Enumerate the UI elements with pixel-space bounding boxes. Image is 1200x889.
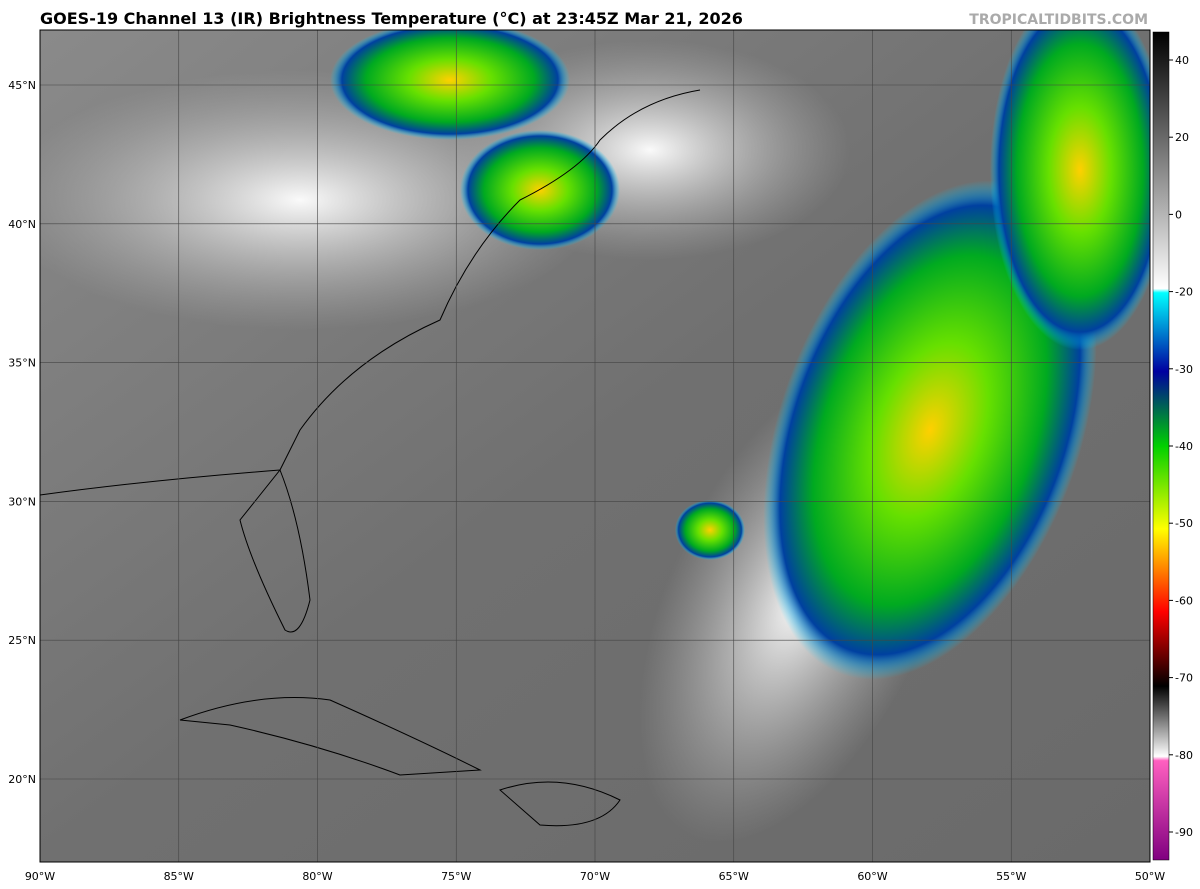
lon-label: 90°W (25, 870, 55, 883)
colorbar-tick-label: -90 (1175, 826, 1193, 839)
lat-label: 25°N (8, 634, 36, 647)
title: GOES-19 Channel 13 (IR) Brightness Tempe… (40, 9, 743, 28)
colorbar-tick-label: -80 (1175, 749, 1193, 762)
colorbar-tick-label: 40 (1175, 54, 1189, 67)
lat-label: 45°N (8, 79, 36, 92)
lat-label: 30°N (8, 495, 36, 508)
satellite-image (40, 30, 1150, 862)
colorbar-tick-label: -50 (1175, 517, 1193, 530)
colorbar-tick-label: -40 (1175, 440, 1193, 453)
lon-label: 60°W (857, 870, 887, 883)
map-frame (39, 29, 1151, 863)
lon-label: 75°W (441, 870, 471, 883)
lon-label: 80°W (302, 870, 332, 883)
colorbar-tick-label: -20 (1175, 286, 1193, 299)
lon-label: 55°W (996, 870, 1026, 883)
colorbar-tick-label: 20 (1175, 131, 1189, 144)
colorbar-tick-label: 0 (1175, 208, 1182, 221)
lat-label: 40°N (8, 218, 36, 231)
colorbar-tick-label: -30 (1175, 363, 1193, 376)
colorbar-tick-label: -60 (1175, 594, 1193, 607)
credit: TROPICALTIDBITS.COM (969, 12, 1148, 28)
lon-label: 65°W (719, 870, 749, 883)
colorbar (1152, 31, 1170, 861)
lat-label: 35°N (8, 357, 36, 370)
lat-label: 20°N (8, 773, 36, 786)
colorbar-tick-label: -70 (1175, 672, 1193, 685)
lon-label: 70°W (580, 870, 610, 883)
lon-label: 85°W (164, 870, 194, 883)
lon-label: 50°W (1135, 870, 1165, 883)
